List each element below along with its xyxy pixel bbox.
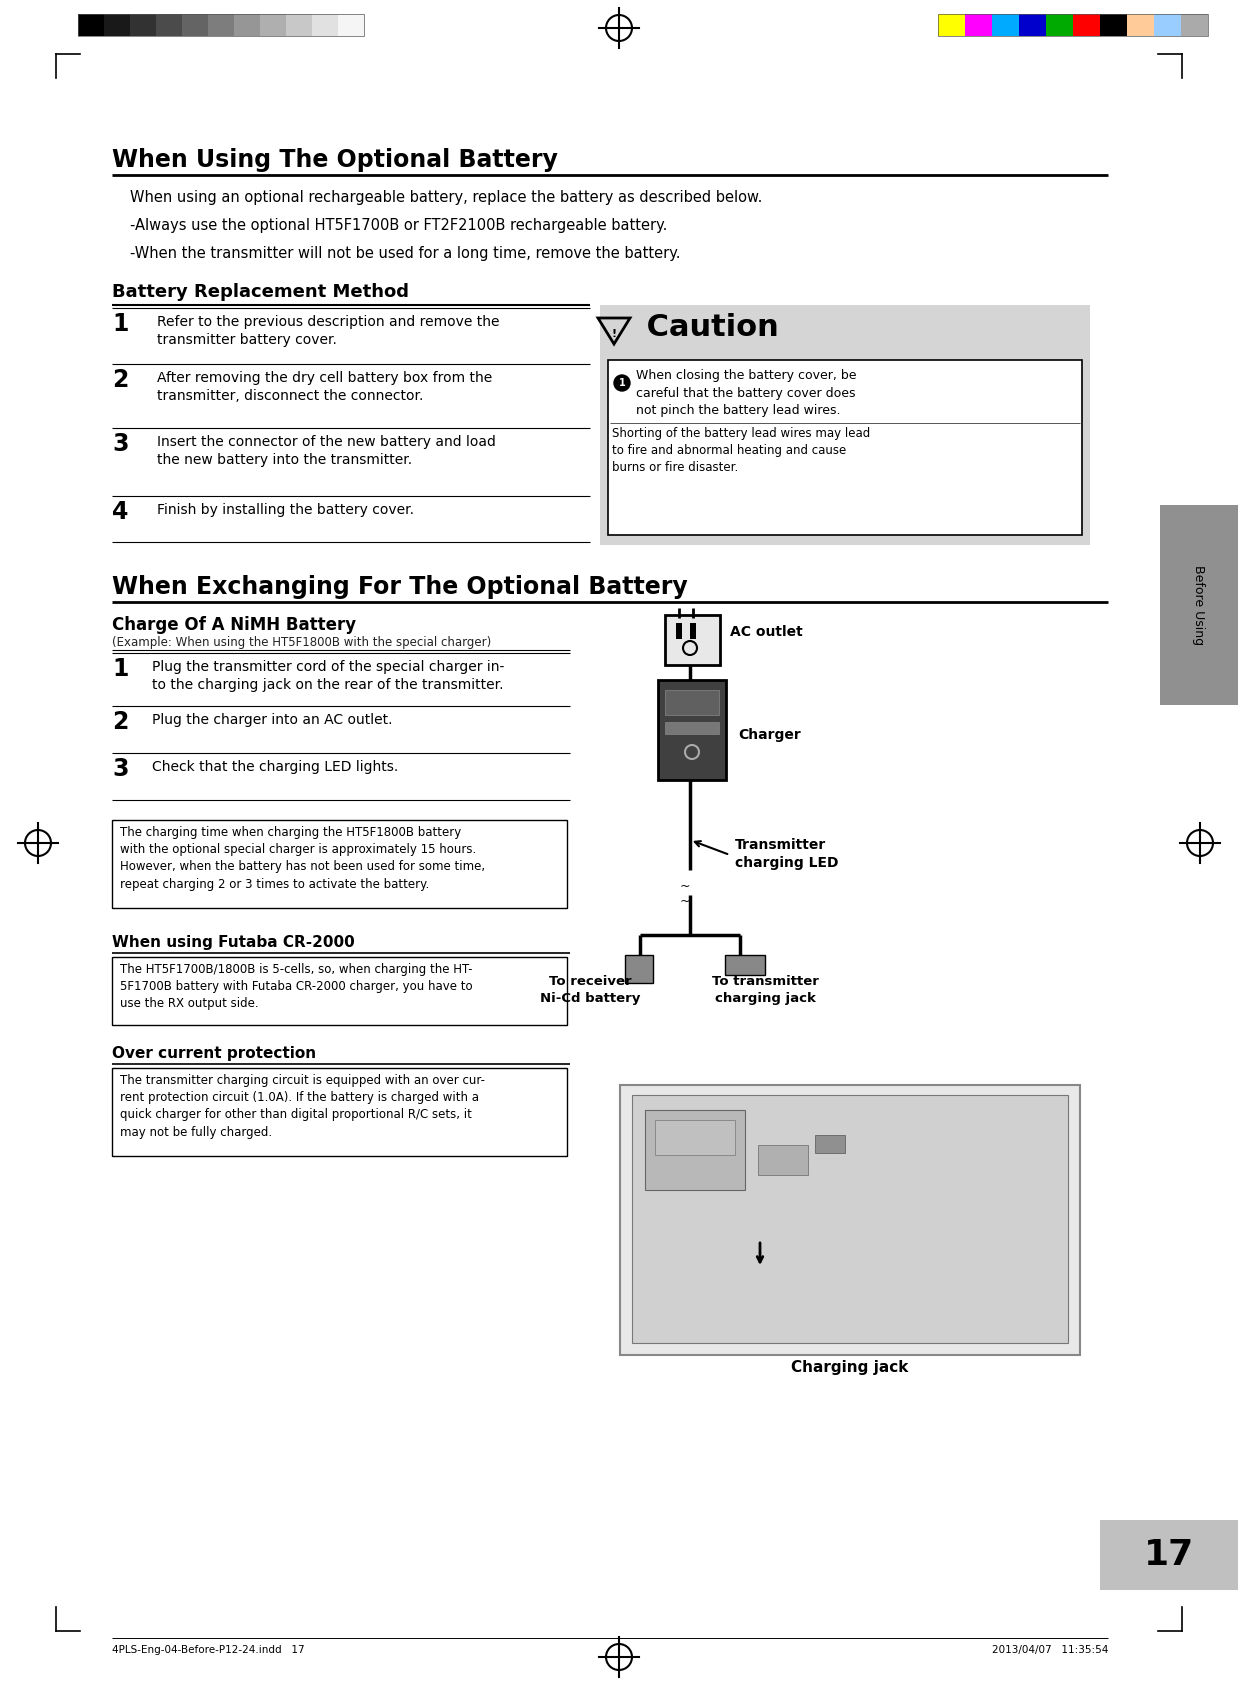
Text: When Using The Optional Battery: When Using The Optional Battery	[111, 148, 558, 172]
Bar	[665, 615, 721, 666]
Text: 1: 1	[111, 657, 129, 681]
Text: Transmitter
charging LED: Transmitter charging LED	[735, 837, 838, 871]
Bar	[286, 13, 312, 35]
Text: !: !	[612, 329, 617, 339]
Text: Charging jack: Charging jack	[791, 1360, 909, 1375]
Bar	[234, 13, 260, 35]
Text: Shorting of the battery lead wires may lead
to fire and abnormal heating and cau: Shorting of the battery lead wires may l…	[612, 426, 870, 473]
Text: 2013/04/07   11:35:54: 2013/04/07 11:35:54	[992, 1645, 1108, 1655]
Text: The charging time when charging the HT5F1800B battery
with the optional special : The charging time when charging the HT5F…	[120, 826, 485, 891]
Text: Insert the connector of the new battery and load: Insert the connector of the new battery …	[157, 435, 496, 448]
Text: 2: 2	[111, 709, 129, 735]
Bar	[659, 681, 725, 780]
Bar	[608, 361, 1082, 536]
Bar	[111, 821, 567, 908]
Bar	[156, 13, 182, 35]
Text: -Always use the optional HT5F1700B or FT2F2100B rechargeable battery.: -Always use the optional HT5F1700B or FT…	[130, 217, 667, 233]
Bar	[78, 13, 364, 35]
Text: Caution: Caution	[636, 313, 779, 342]
Bar	[964, 13, 992, 35]
Text: 4PLS-Eng-04-Before-P12-24.indd   17: 4PLS-Eng-04-Before-P12-24.indd 17	[111, 1645, 305, 1655]
Bar	[130, 13, 156, 35]
Bar	[938, 13, 1208, 35]
Bar	[992, 13, 1019, 35]
Text: 17: 17	[1144, 1538, 1195, 1572]
Bar	[690, 623, 696, 639]
Text: When closing the battery cover, be
careful that the battery cover does
not pinch: When closing the battery cover, be caref…	[636, 369, 857, 416]
Text: 1: 1	[619, 377, 625, 388]
Text: ~
~: ~ ~	[680, 880, 691, 908]
Text: Battery Replacement Method: Battery Replacement Method	[111, 283, 409, 302]
Text: After removing the dry cell battery box from the: After removing the dry cell battery box …	[157, 371, 493, 384]
Bar	[625, 955, 652, 982]
Text: When using Futaba CR-2000: When using Futaba CR-2000	[111, 935, 355, 950]
Bar	[665, 721, 719, 735]
Text: Charge Of A NiMH Battery: Charge Of A NiMH Battery	[111, 617, 357, 634]
Text: 3: 3	[111, 431, 129, 457]
Bar	[1073, 13, 1101, 35]
Bar	[182, 13, 208, 35]
Bar	[1181, 13, 1208, 35]
Text: The HT5F1700B/1800B is 5-cells, so, when charging the HT-
5F1700B battery with F: The HT5F1700B/1800B is 5-cells, so, when…	[120, 964, 473, 1011]
Bar	[645, 1110, 745, 1190]
Bar	[312, 13, 338, 35]
Text: Finish by installing the battery cover.: Finish by installing the battery cover.	[157, 504, 413, 517]
Text: AC outlet: AC outlet	[730, 625, 802, 639]
Bar	[1046, 13, 1073, 35]
Text: Before Using: Before Using	[1192, 564, 1206, 645]
Bar	[620, 1085, 1080, 1355]
Bar	[1160, 506, 1238, 704]
Bar	[1154, 13, 1181, 35]
Bar	[260, 13, 286, 35]
Bar	[111, 1068, 567, 1156]
Text: 1: 1	[111, 312, 129, 335]
Bar	[758, 1146, 808, 1174]
Text: When Exchanging For The Optional Battery: When Exchanging For The Optional Battery	[111, 575, 688, 598]
Text: The transmitter charging circuit is equipped with an over cur-
rent protection c: The transmitter charging circuit is equi…	[120, 1073, 485, 1139]
Text: (Example: When using the HT5F1800B with the special charger): (Example: When using the HT5F1800B with …	[111, 635, 491, 649]
Text: Plug the transmitter cord of the special charger in-: Plug the transmitter cord of the special…	[152, 661, 504, 674]
Bar	[633, 1095, 1068, 1343]
Text: to the charging jack on the rear of the transmitter.: to the charging jack on the rear of the …	[152, 677, 504, 693]
Bar	[208, 13, 234, 35]
Circle shape	[614, 376, 630, 391]
Text: When using an optional rechargeable battery, replace the battery as described be: When using an optional rechargeable batt…	[130, 190, 763, 206]
Bar	[111, 957, 567, 1024]
Text: Charger: Charger	[738, 728, 801, 741]
Bar	[655, 1121, 735, 1154]
Text: -When the transmitter will not be used for a long time, remove the battery.: -When the transmitter will not be used f…	[130, 246, 681, 261]
Text: the new battery into the transmitter.: the new battery into the transmitter.	[157, 453, 412, 467]
Text: To transmitter
charging jack: To transmitter charging jack	[712, 976, 818, 1004]
Bar	[600, 305, 1089, 544]
Text: Refer to the previous description and remove the: Refer to the previous description and re…	[157, 315, 499, 329]
Bar	[665, 689, 719, 714]
Text: transmitter, disconnect the connector.: transmitter, disconnect the connector.	[157, 389, 423, 403]
Text: 3: 3	[111, 757, 129, 782]
Bar	[338, 13, 364, 35]
Bar	[1127, 13, 1154, 35]
Text: Plug the charger into an AC outlet.: Plug the charger into an AC outlet.	[152, 713, 392, 726]
Bar	[104, 13, 130, 35]
Bar	[676, 623, 682, 639]
Text: Check that the charging LED lights.: Check that the charging LED lights.	[152, 760, 399, 773]
Bar	[1101, 1520, 1238, 1591]
Text: transmitter battery cover.: transmitter battery cover.	[157, 334, 337, 347]
Bar	[1019, 13, 1046, 35]
Bar	[938, 13, 964, 35]
Bar	[815, 1136, 846, 1153]
Text: Over current protection: Over current protection	[111, 1046, 316, 1062]
Text: To receiver
Ni-Cd battery: To receiver Ni-Cd battery	[540, 976, 640, 1004]
Bar	[78, 13, 104, 35]
Bar	[725, 955, 765, 976]
Text: 4: 4	[111, 500, 129, 524]
Bar	[1101, 13, 1127, 35]
Text: 2: 2	[111, 367, 129, 393]
